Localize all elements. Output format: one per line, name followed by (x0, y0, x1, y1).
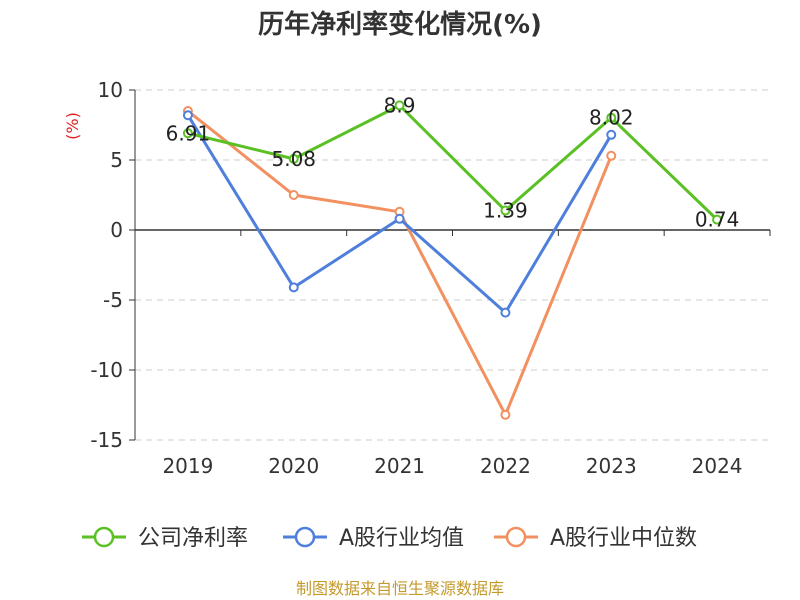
grid-lines (135, 89, 770, 441)
data-point[interactable] (288, 190, 299, 200)
y-tick-label: -15 (90, 428, 123, 452)
series-lines (182, 100, 723, 420)
source-note: 制图数据来自恒生聚源数据库 (296, 579, 504, 598)
legend-marker[interactable] (505, 526, 527, 548)
data-point[interactable] (182, 128, 193, 139)
legend[interactable]: 公司净利率 A股行业均值 A股行业中位数 (82, 526, 697, 551)
data-point[interactable] (712, 214, 723, 225)
axes (129, 89, 771, 441)
data-point[interactable] (288, 282, 299, 293)
chart-title: 历年净利率变化情况(%) (258, 9, 542, 40)
x-tick-label: 2023 (586, 454, 637, 478)
data-label: 1.39 (483, 199, 528, 223)
x-tick-label: 2021 (374, 454, 425, 478)
legend-item-label[interactable]: A股行业中位数 (550, 526, 697, 551)
data-labels: 6.91 5.08 8.9 1.39 8.02 0.74 (166, 93, 740, 231)
legend-marker[interactable] (93, 526, 115, 548)
data-label: 5.08 (271, 147, 316, 171)
y-axis-label: (%) (63, 112, 82, 140)
legend-marker[interactable] (294, 526, 316, 548)
data-point[interactable] (288, 153, 299, 164)
data-point[interactable] (606, 112, 617, 123)
y-tick-label: 10 (98, 78, 123, 102)
data-point[interactable] (606, 129, 617, 140)
data-point[interactable] (500, 307, 511, 318)
x-tick-label: 2019 (162, 454, 213, 478)
legend-item-label[interactable]: A股行业均值 (339, 526, 464, 551)
y-tick-label: 0 (110, 218, 123, 242)
data-point[interactable] (500, 409, 511, 420)
data-point[interactable] (394, 213, 405, 224)
data-point[interactable] (394, 100, 405, 111)
x-tick-label: 2020 (268, 454, 319, 478)
data-label: 0.74 (695, 208, 740, 232)
data-point[interactable] (500, 205, 511, 216)
legend-item-label[interactable]: 公司净利率 (138, 526, 248, 551)
data-point[interactable] (182, 110, 193, 121)
x-tick-label: 2022 (480, 454, 531, 478)
y-axis-ticks: 10 5 0 -5 -10 -15 (90, 78, 123, 452)
x-tick-label: 2024 (692, 454, 743, 478)
data-point[interactable] (606, 150, 617, 161)
data-label: 8.9 (384, 93, 416, 117)
y-tick-label: -5 (103, 288, 123, 312)
x-axis-ticks: 2019 2020 2021 2022 2023 2024 (162, 454, 742, 478)
y-tick-label: -10 (90, 358, 123, 382)
series-line (187, 103, 719, 221)
y-tick-label: 5 (110, 148, 123, 172)
data-label: 8.02 (589, 106, 634, 130)
series-line (186, 109, 613, 417)
data-label: 6.91 (166, 121, 211, 145)
